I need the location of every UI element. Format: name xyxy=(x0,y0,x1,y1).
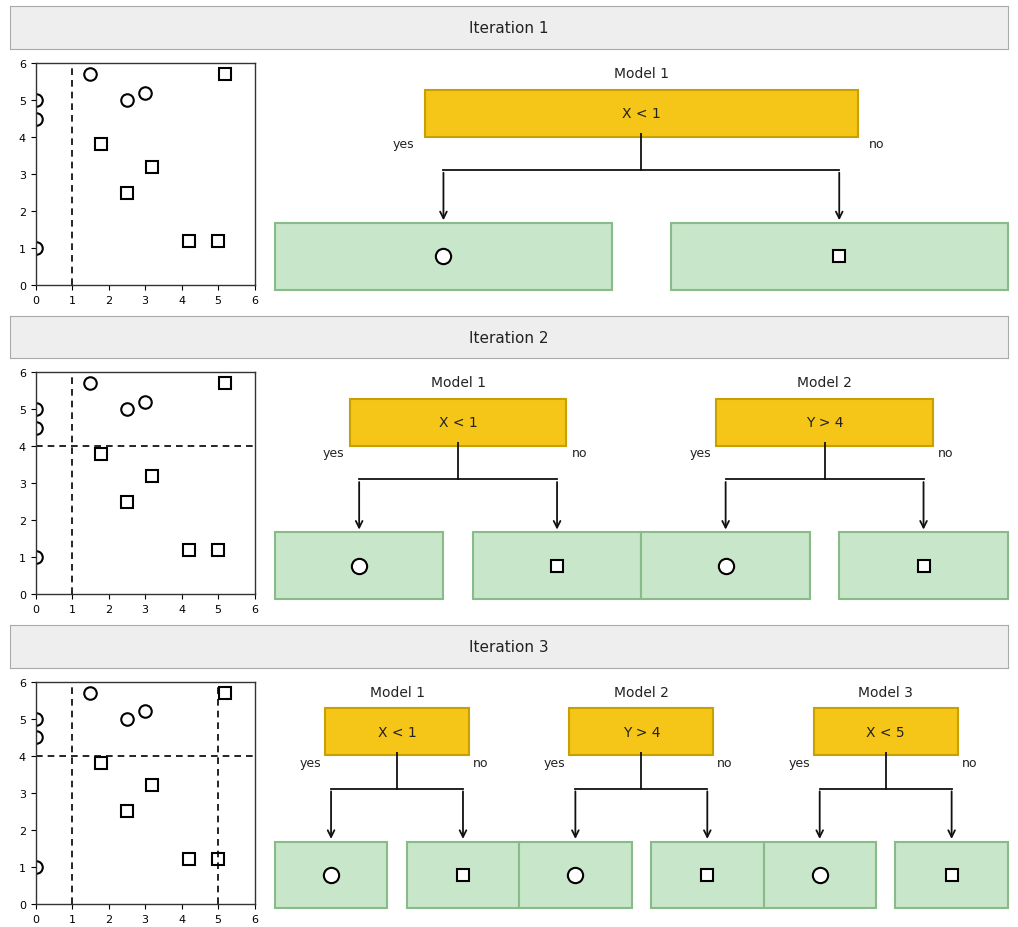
Text: Iteration 2: Iteration 2 xyxy=(469,330,549,345)
FancyBboxPatch shape xyxy=(839,533,1008,600)
FancyBboxPatch shape xyxy=(764,842,875,908)
Text: no: no xyxy=(572,447,587,460)
Text: Y > 4: Y > 4 xyxy=(623,725,660,739)
FancyBboxPatch shape xyxy=(325,708,469,756)
Text: no: no xyxy=(472,756,489,769)
Text: X < 1: X < 1 xyxy=(622,107,661,121)
FancyBboxPatch shape xyxy=(569,708,714,756)
Text: Model 2: Model 2 xyxy=(797,376,852,390)
FancyBboxPatch shape xyxy=(275,533,444,600)
FancyBboxPatch shape xyxy=(275,223,612,290)
FancyBboxPatch shape xyxy=(813,708,958,756)
Text: Iteration 3: Iteration 3 xyxy=(469,640,549,654)
Text: X < 1: X < 1 xyxy=(439,416,477,430)
FancyBboxPatch shape xyxy=(350,400,566,447)
Text: no: no xyxy=(961,756,977,769)
FancyBboxPatch shape xyxy=(472,533,641,600)
FancyBboxPatch shape xyxy=(641,533,810,600)
FancyBboxPatch shape xyxy=(717,400,932,447)
FancyBboxPatch shape xyxy=(652,842,764,908)
FancyBboxPatch shape xyxy=(896,842,1008,908)
Text: Y > 4: Y > 4 xyxy=(806,416,843,430)
Text: Model 1: Model 1 xyxy=(614,67,669,81)
Text: Model 3: Model 3 xyxy=(858,685,913,699)
FancyBboxPatch shape xyxy=(407,842,519,908)
Text: X < 1: X < 1 xyxy=(378,725,416,739)
Text: yes: yes xyxy=(393,138,414,151)
Text: yes: yes xyxy=(299,756,322,769)
Text: Model 1: Model 1 xyxy=(370,685,425,699)
Text: yes: yes xyxy=(788,756,810,769)
FancyBboxPatch shape xyxy=(275,842,387,908)
FancyBboxPatch shape xyxy=(426,91,857,137)
Text: yes: yes xyxy=(689,447,711,460)
Text: no: no xyxy=(868,138,884,151)
Text: yes: yes xyxy=(323,447,344,460)
FancyBboxPatch shape xyxy=(671,223,1008,290)
Text: no: no xyxy=(717,756,733,769)
Text: Iteration 1: Iteration 1 xyxy=(469,21,549,36)
Text: X < 5: X < 5 xyxy=(866,725,905,739)
Text: Model 1: Model 1 xyxy=(431,376,486,390)
Text: Model 2: Model 2 xyxy=(614,685,669,699)
Text: yes: yes xyxy=(544,756,566,769)
Text: no: no xyxy=(939,447,954,460)
FancyBboxPatch shape xyxy=(519,842,631,908)
